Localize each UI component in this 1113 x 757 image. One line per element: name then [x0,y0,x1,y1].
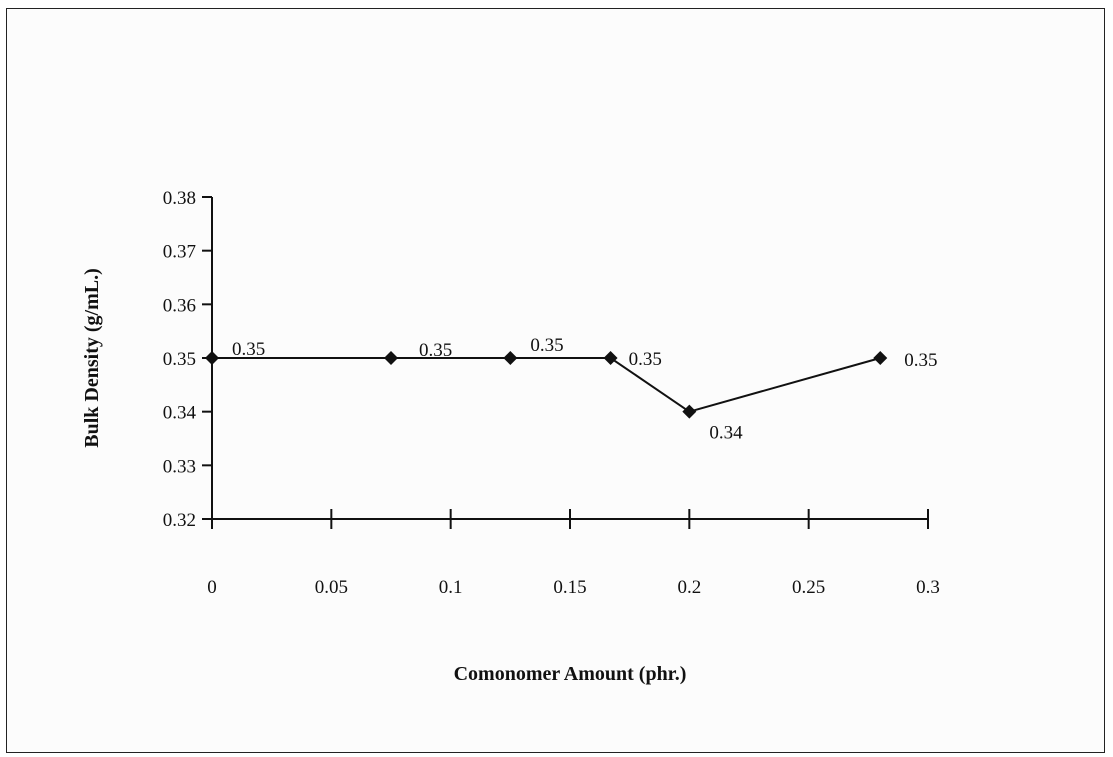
y-tick-label: 0.35 [163,349,196,370]
series [205,351,888,419]
y-tick-label: 0.38 [163,188,196,209]
data-labels: 0.35 0.35 0.35 0.35 0.34 0.35 [232,335,938,444]
x-tick-label: 0.3 [916,577,940,598]
y-tick-label: 0.33 [163,456,196,477]
x-tick-label: 0.2 [677,577,701,598]
data-label: 0.35 [629,349,662,370]
data-label: 0.35 [530,335,563,356]
data-point-marker [873,351,888,365]
y-tick-label: 0.34 [163,403,197,424]
x-tick-label: 0.15 [553,577,586,598]
x-tick-label: 0.05 [315,577,348,598]
x-tick-label: 0.25 [792,577,825,598]
y-tick-label: 0.37 [163,242,196,263]
y-tick-label: 0.36 [163,295,196,316]
data-point-marker [205,351,219,365]
data-point-marker [503,351,518,365]
ticks: 0.32 0.33 0.34 0.35 0.36 0.37 0.38 0 0.05 0.1 0.15… [163,188,940,598]
x-axis-title: Comonomer Amount (phr.) [454,663,687,685]
x-tick-label: 0.1 [439,577,463,598]
data-label: 0.35 [904,350,937,371]
data-label: 0.35 [419,340,452,361]
chart-frame [6,8,1105,753]
data-label: 0.34 [709,423,743,444]
data-point-marker [603,351,618,365]
data-label: 0.35 [232,339,265,360]
y-axis-title: Bulk Density (g/mL.) [81,268,103,447]
series-line [212,357,881,413]
data-point-marker [682,404,697,419]
y-tick-label: 0.32 [163,510,196,531]
x-tick-label: 0 [207,577,217,598]
data-point-marker [384,351,398,365]
